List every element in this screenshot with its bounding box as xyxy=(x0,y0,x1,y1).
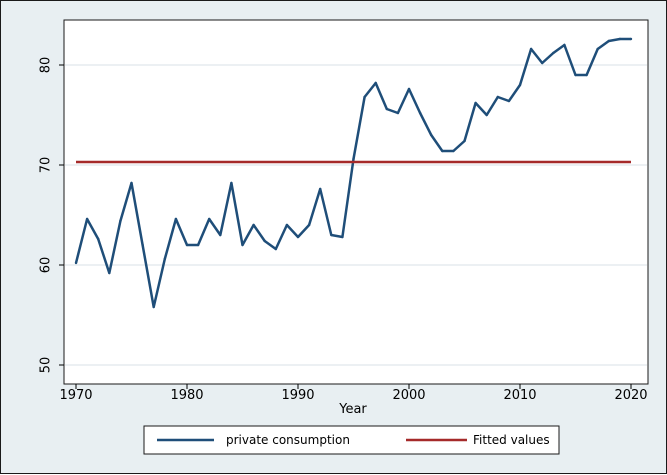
data-point-1985 xyxy=(241,243,244,247)
data-point-1996 xyxy=(363,95,366,99)
data-point-2005 xyxy=(463,139,466,143)
data-point-2013 xyxy=(552,51,555,55)
data-point-1983 xyxy=(219,233,222,237)
data-point-1997 xyxy=(374,81,377,85)
data-point-2000 xyxy=(407,87,411,91)
data-point-1987 xyxy=(263,239,266,243)
data-point-1989 xyxy=(285,223,289,227)
data-point-1973 xyxy=(108,271,111,275)
x-tick-label-1990: 1990 xyxy=(281,388,314,403)
data-point-2008 xyxy=(496,95,499,99)
y-tick-label-50: 50 xyxy=(39,357,54,374)
legend-label-fitted-values: Fitted values xyxy=(473,433,550,447)
y-tick-label-60: 60 xyxy=(39,257,54,274)
data-point-1986 xyxy=(252,223,255,227)
data-point-2001 xyxy=(418,111,422,115)
data-point-1999 xyxy=(396,111,400,115)
data-point-1980 xyxy=(185,243,189,247)
data-point-1974 xyxy=(119,219,122,223)
data-point-1990 xyxy=(296,235,300,239)
data-point-1982 xyxy=(208,217,211,221)
data-point-1978 xyxy=(163,257,166,261)
data-point-1970 xyxy=(74,261,78,265)
data-point-1977 xyxy=(152,305,155,309)
data-point-1984 xyxy=(230,181,233,185)
data-point-2009 xyxy=(507,99,511,103)
data-point-2012 xyxy=(541,61,544,65)
data-point-1991 xyxy=(307,223,311,227)
data-point-2003 xyxy=(441,149,444,153)
data-point-1998 xyxy=(385,107,388,111)
data-point-2015 xyxy=(574,73,577,77)
x-tick-label-1980: 1980 xyxy=(170,388,203,403)
data-point-1993 xyxy=(330,233,333,237)
x-tick-label-1970: 1970 xyxy=(59,388,92,403)
data-point-2007 xyxy=(485,113,488,117)
legend: private consumption Fitted values xyxy=(143,425,560,455)
y-tick-label-70: 70 xyxy=(39,157,54,174)
legend-label-private-consumption: private consumption xyxy=(226,433,350,447)
data-point-1971 xyxy=(85,217,89,221)
data-point-1972 xyxy=(97,237,100,241)
data-point-2019 xyxy=(618,37,622,41)
data-point-2020 xyxy=(629,37,633,41)
data-point-2006 xyxy=(474,101,477,105)
data-point-1988 xyxy=(274,247,277,251)
data-point-1976 xyxy=(141,243,144,247)
y-tick-label-80: 80 xyxy=(39,57,54,74)
data-point-2002 xyxy=(430,133,433,137)
x-tick-label-2010: 2010 xyxy=(503,388,536,403)
data-point-1994 xyxy=(341,235,344,239)
data-point-2017 xyxy=(596,47,599,51)
data-point-1992 xyxy=(319,187,322,191)
x-axis-title: Year xyxy=(338,402,367,417)
data-point-1981 xyxy=(196,243,200,247)
x-tick-label-2020: 2020 xyxy=(614,388,647,403)
data-point-1979 xyxy=(174,217,178,221)
data-point-2016 xyxy=(585,73,588,77)
x-tick-label-2000: 2000 xyxy=(392,388,425,403)
data-point-2014 xyxy=(563,43,566,47)
data-point-2011 xyxy=(529,47,533,51)
data-point-2010 xyxy=(518,83,522,87)
data-point-1975 xyxy=(130,181,133,185)
data-point-2018 xyxy=(607,39,610,43)
data-point-1995 xyxy=(352,157,355,161)
plot-area xyxy=(63,19,649,385)
data-point-2004 xyxy=(452,149,455,153)
